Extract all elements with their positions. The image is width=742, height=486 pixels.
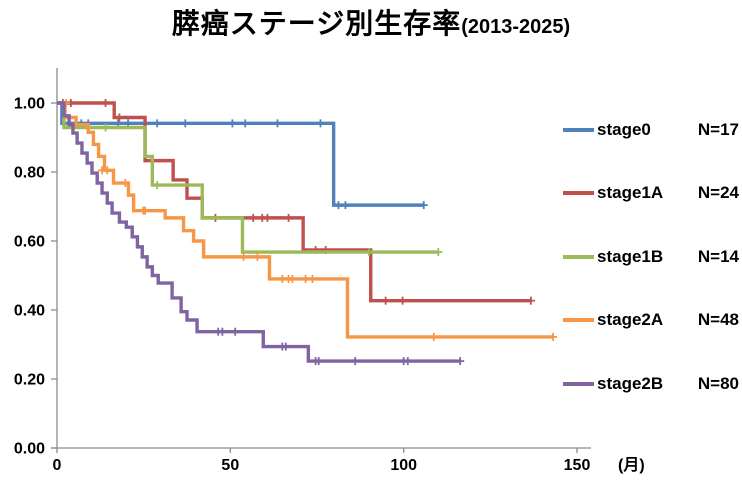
- x-tick-label: 100: [390, 457, 417, 474]
- series-line-stage0: [57, 101, 424, 207]
- y-tick-label: 1.00: [14, 96, 45, 113]
- censor-mark-stage1B: [101, 123, 110, 132]
- series-line-stage1A: [57, 101, 531, 303]
- censor-mark-stage1A: [398, 296, 407, 305]
- axis-tick-labels: 0.00 0.20 0.40 0.60 0.80 1.00 0 50 100 150 (月): [14, 96, 645, 475]
- censor-mark-stage0: [181, 119, 190, 128]
- censor-mark-stage0: [334, 201, 343, 210]
- censor-mark-stage2A: [288, 274, 297, 283]
- series-line-stage1B: [57, 101, 439, 254]
- censor-mark-stage2A: [308, 274, 317, 283]
- censor-mark-stage2B: [231, 327, 240, 336]
- censor-mark-stage2B: [281, 342, 290, 351]
- chart-title-main: 膵癌ステージ別生存率: [171, 8, 462, 39]
- censor-mark-stage1A: [381, 296, 390, 305]
- censor-mark-stage1B: [434, 248, 443, 257]
- censor-mark-stage1A: [115, 113, 124, 122]
- censor-mark-stage1A: [249, 213, 258, 222]
- y-tick-label: 0.00: [14, 441, 45, 458]
- x-tick-label: 150: [564, 457, 591, 474]
- censor-mark-stage1A: [284, 213, 293, 222]
- censor-mark-stage0: [273, 119, 282, 128]
- censor-mark-stage2A: [253, 252, 262, 261]
- axes: [51, 68, 591, 453]
- x-tick-label: 0: [53, 457, 62, 474]
- series-line-stage2A: [57, 101, 554, 339]
- censor-mark-stage1A: [101, 99, 110, 107]
- censor-mark-stage0: [419, 201, 428, 210]
- censor-mark-stage0: [341, 201, 350, 210]
- censor-mark-stage1A: [263, 213, 272, 222]
- censor-mark-stage2A: [549, 332, 558, 341]
- censor-mark-stage2A: [103, 166, 112, 175]
- censor-mark-stage2B: [314, 357, 323, 366]
- y-tick-label: 0.80: [14, 165, 45, 182]
- censor-mark-stage2A: [141, 206, 150, 215]
- censor-mark-stage1A: [526, 296, 535, 305]
- censor-mark-stage1B: [365, 248, 373, 257]
- x-axis-unit-label: (月): [618, 456, 645, 474]
- censor-mark-stage2A: [301, 274, 310, 283]
- censor-mark-stage2B: [403, 357, 412, 366]
- series-stage2B: [57, 101, 465, 366]
- x-tick-label: 50: [221, 457, 239, 474]
- censor-mark-stage2B: [456, 357, 465, 366]
- y-tick-label: 0.60: [14, 234, 45, 251]
- censor-mark-stage2B: [218, 327, 227, 336]
- censor-mark-stage2A: [239, 252, 248, 261]
- series-line-stage2B: [57, 101, 461, 363]
- series-stage2A: [57, 99, 558, 341]
- censor-mark-stage0: [228, 119, 237, 128]
- series-stage1A: [57, 99, 535, 305]
- y-tick-label: 0.40: [14, 303, 45, 320]
- chart-title-period: (2013-2025): [461, 16, 571, 38]
- censor-mark-stage2A: [429, 332, 438, 341]
- censor-mark-stage0: [241, 119, 250, 128]
- censor-mark-stage2B: [351, 357, 360, 366]
- y-tick-label: 0.20: [14, 372, 45, 389]
- series-stage1B: [57, 101, 443, 257]
- chart-title: 膵癌ステージ別生存率(2013-2025): [0, 2, 742, 42]
- censor-mark-stage0: [153, 119, 162, 128]
- censor-mark-stage1B: [153, 181, 162, 190]
- censor-mark-stage2A: [121, 179, 130, 188]
- censor-mark-stage0: [316, 119, 325, 128]
